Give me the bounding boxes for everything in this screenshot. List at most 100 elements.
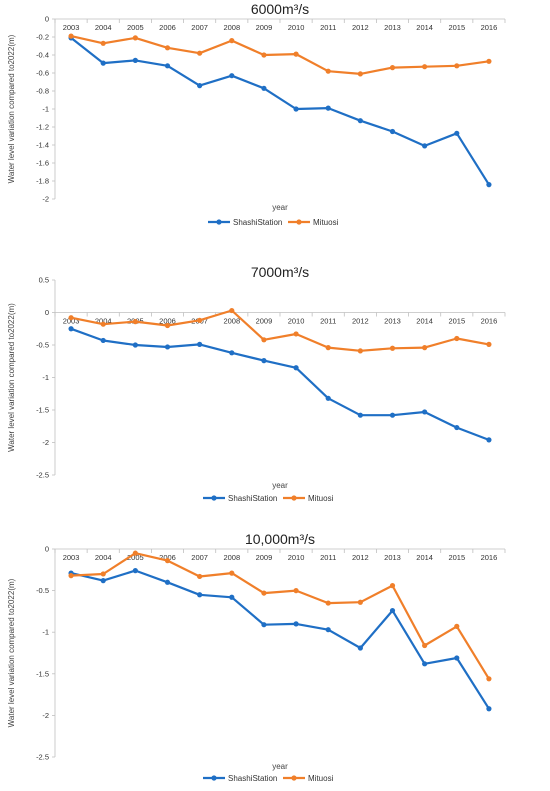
y-tick-label: -1.8 (36, 177, 49, 186)
x-tick-label: 2012 (352, 23, 369, 32)
legend-item-mituosi: Mituosi (288, 218, 339, 227)
data-point-mituosi (229, 38, 235, 44)
data-point-shashistation (100, 60, 106, 66)
chart-6000-svg: 6000m³/s 0 -0.2 -0.4 -0.6 -0.8 -1 -1.2 -1.4 -1.6 -… (7, 1, 506, 227)
data-point-mituosi (100, 40, 106, 46)
data-point-mituosi (293, 588, 299, 594)
series-line-mituosi (71, 552, 490, 680)
y-tick-label: -2.5 (36, 471, 49, 480)
y-tick-label: -1 (42, 105, 49, 114)
data-point-shashistation (229, 594, 235, 600)
x-tick-label: 2006 (159, 553, 176, 562)
data-point-mituosi (132, 319, 138, 325)
y-axis-title: Water level variation compared to2022(m) (7, 34, 16, 183)
x-tick-label: 2014 (416, 317, 433, 326)
legend-marker (211, 775, 217, 781)
legend-marker (216, 219, 222, 225)
data-point-shashistation (261, 358, 267, 364)
x-tick-label: 2009 (256, 317, 273, 326)
legend-item-shashistation: ShashiStation (203, 774, 277, 783)
y-axis-title: Water level variation compared to2022(m) (7, 578, 16, 727)
x-tick-label: 2013 (384, 317, 401, 326)
chart-title: 10,000m³/s (245, 531, 315, 547)
data-point-shashistation (357, 412, 363, 418)
x-tick-label: 2005 (127, 553, 144, 562)
data-point-shashistation (100, 578, 106, 584)
y-tick-label: -0.5 (36, 341, 49, 350)
y-tick-label: -0.2 (36, 33, 49, 42)
y-tick-label: 0 (45, 15, 49, 24)
x-tick-label: 2010 (288, 317, 305, 326)
x-tick-label: 2010 (288, 553, 305, 562)
data-point-mituosi (164, 45, 171, 51)
data-point-shashistation (389, 607, 396, 614)
data-point-shashistation (100, 337, 106, 344)
data-point-mituosi (454, 623, 460, 629)
x-tick-label: 2011 (320, 23, 336, 32)
data-point-mituosi (68, 33, 74, 39)
data-point-shashistation (486, 182, 492, 188)
y-tick-label: -1.5 (36, 669, 49, 678)
data-point-shashistation (68, 326, 74, 332)
data-point-shashistation (197, 83, 203, 89)
series-line-mituosi (70, 309, 490, 352)
x-tick-label: 2013 (384, 23, 401, 32)
legend-item-mituosi: Mituosi (283, 494, 334, 503)
data-point-mituosi (325, 68, 331, 74)
y-tick-label: -0.4 (36, 51, 49, 60)
data-point-mituosi (164, 558, 171, 564)
chart-10000: 10,000m³/s 0 -0.5 -1 -1.5 -2 -2.5 2003 2004 2005 2… (0, 524, 550, 786)
y-tick-label: -0.8 (36, 87, 49, 96)
data-point-shashistation (325, 105, 331, 111)
legend-marker (291, 775, 297, 781)
data-point-shashistation (454, 424, 460, 431)
x-tick-label: 2009 (256, 23, 273, 32)
y-tick-label: -1.2 (36, 123, 49, 132)
data-point-shashistation (422, 143, 428, 149)
y-tick-label: -1.6 (36, 159, 49, 168)
data-point-mituosi (325, 600, 331, 606)
data-point-mituosi (132, 550, 138, 556)
legend-label: Mituosi (308, 774, 334, 783)
legend-marker (296, 219, 302, 225)
data-point-mituosi (197, 573, 203, 580)
legend-item-shashistation: ShashiStation (203, 494, 277, 503)
data-point-mituosi (389, 583, 396, 589)
data-point-mituosi (68, 573, 74, 579)
data-point-shashistation (164, 579, 171, 585)
y-tick-label: -2.5 (36, 753, 49, 762)
y-tick-label: -0.6 (36, 69, 49, 78)
x-axis-title: year (272, 481, 288, 490)
x-tick-label: 2007 (191, 23, 208, 32)
y-tick-label: 0.5 (39, 276, 49, 285)
data-point-mituosi (454, 63, 460, 69)
x-tick-label: 2006 (159, 23, 176, 32)
x-tick-label: 2009 (256, 553, 273, 562)
data-point-mituosi (261, 337, 267, 343)
legend-marker (211, 495, 217, 501)
data-point-shashistation (486, 706, 492, 712)
x-tick-label: 2008 (223, 23, 240, 32)
y-tick-label: -2 (42, 711, 49, 720)
x-tick-label: 2014 (416, 23, 433, 32)
x-tick-label: 2003 (63, 23, 80, 32)
data-point-shashistation (197, 592, 203, 598)
x-tick-label: 2014 (416, 553, 433, 562)
x-tick-label: 2004 (95, 23, 112, 32)
y-tick-label: 0 (45, 308, 49, 317)
data-point-mituosi (486, 341, 492, 347)
data-point-shashistation (229, 350, 235, 356)
x-tick-label: 2011 (320, 553, 336, 562)
data-point-mituosi (164, 322, 171, 329)
data-point-mituosi (132, 35, 138, 41)
series-line-shashistation (70, 327, 490, 441)
data-point-shashistation (293, 621, 299, 627)
x-tick-label: 2004 (95, 553, 112, 562)
legend-label: ShashiStation (228, 774, 277, 783)
legend-label: ShashiStation (233, 218, 282, 227)
x-tick-label: 2008 (223, 317, 240, 326)
chart-7000: 7000m³/s0.50-0.5-1-1.5-2-2.5200320042005… (0, 262, 550, 524)
data-point-shashistation (132, 342, 138, 348)
data-point-mituosi (261, 590, 267, 596)
data-point-mituosi (422, 642, 428, 649)
